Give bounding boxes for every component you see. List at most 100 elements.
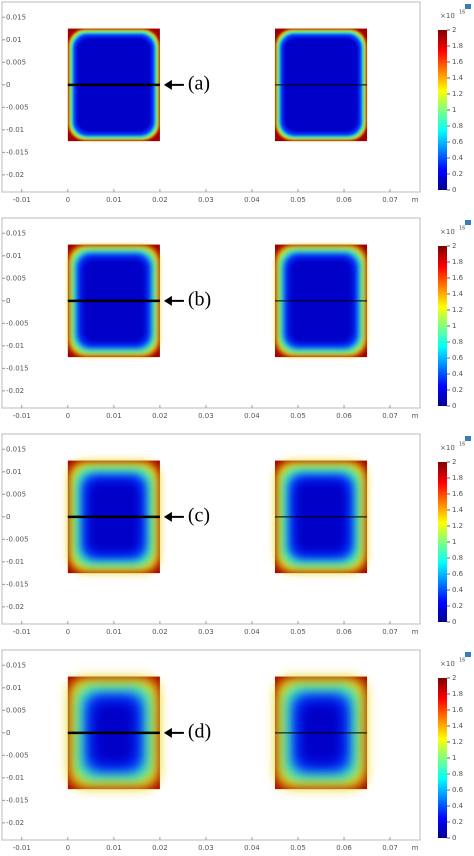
y-tick-label: -0.02 xyxy=(6,171,24,179)
colorbar-tick-label: 1 xyxy=(452,322,456,330)
x-tick-label: 0.01 xyxy=(106,412,122,420)
panel-label: (a) xyxy=(188,72,210,94)
y-tick-label: -0.01 xyxy=(6,558,24,566)
colorbar-tick-label: 1.4 xyxy=(452,722,464,730)
colorbar-tick-label: 1.2 xyxy=(452,90,463,98)
colorbar-tick-label: 0 xyxy=(452,618,456,626)
x-unit: m xyxy=(412,844,419,852)
y-tick-label: 0.015 xyxy=(6,661,26,669)
y-tick-label: -0.015 xyxy=(6,796,29,804)
y-tick-label: -0.015 xyxy=(6,580,29,588)
colorbar-tick-label: 1.4 xyxy=(452,290,464,298)
x-tick-label: 0 xyxy=(66,196,70,204)
colorbar-tick-label: 1.8 xyxy=(452,474,463,482)
colorbar-multiplier: ×10 xyxy=(440,444,455,452)
y-tick-label: -0.005 xyxy=(6,319,29,327)
colorbar-exponent: 16 xyxy=(459,226,465,232)
x-tick-label: 0.06 xyxy=(336,844,352,852)
x-tick-label: -0.01 xyxy=(13,196,31,204)
colorbar-tick-label: 0.6 xyxy=(452,138,464,146)
colorbar-tick-label: 1.8 xyxy=(452,258,463,266)
colorbar-tick-label: 0.2 xyxy=(452,170,463,178)
x-tick-label: 0.05 xyxy=(290,412,306,420)
colorbar-exponent: 16 xyxy=(459,658,465,664)
colorbar-tick-label: 0.6 xyxy=(452,570,464,578)
panel-label: (c) xyxy=(188,504,210,526)
y-tick-label: -0.02 xyxy=(6,603,24,611)
colorbar-tick-label: 2 xyxy=(452,26,456,34)
y-tick-label: -0.005 xyxy=(6,103,29,111)
y-tick-label: 0.01 xyxy=(6,36,22,44)
colorbar-tick-label: 2 xyxy=(452,242,456,250)
colorbar-tick-label: 0.6 xyxy=(452,354,464,362)
y-tick-label: 0 xyxy=(6,81,10,89)
colorbar-tick-label: 0.8 xyxy=(452,122,463,130)
x-tick-label: 0.07 xyxy=(382,196,398,204)
icon xyxy=(465,652,471,657)
x-tick-label: 0.02 xyxy=(152,628,168,636)
colorbar-multiplier: ×10 xyxy=(440,12,455,20)
colorbar-exponent: 16 xyxy=(459,442,465,448)
colorbar-tick-label: 1 xyxy=(452,754,456,762)
x-tick-label: 0.02 xyxy=(152,844,168,852)
x-tick-label: 0.07 xyxy=(382,628,398,636)
arrow-head xyxy=(163,727,172,738)
colorbar xyxy=(438,462,447,622)
y-tick-label: -0.005 xyxy=(6,535,29,543)
colorbar-tick-label: 0.2 xyxy=(452,602,463,610)
colorbar-tick-label: 1.2 xyxy=(452,306,463,314)
colorbar-multiplier: ×10 xyxy=(440,228,455,236)
colorbar-tick-label: 1.6 xyxy=(452,490,464,498)
icon xyxy=(465,436,471,441)
y-tick-label: 0.01 xyxy=(6,252,22,260)
colorbar-tick-label: 0.8 xyxy=(452,338,463,346)
x-unit: m xyxy=(412,628,419,636)
y-tick-label: 0.015 xyxy=(6,13,26,21)
y-tick-label: -0.02 xyxy=(6,387,24,395)
x-tick-label: 0 xyxy=(66,844,70,852)
y-tick-label: 0.005 xyxy=(6,58,26,66)
colorbar-tick-label: 1.2 xyxy=(452,738,463,746)
x-tick-label: 0.06 xyxy=(336,412,352,420)
colorbar-tick-label: 1.2 xyxy=(452,522,463,530)
panel-label: (d) xyxy=(188,720,211,742)
colorbar-tick-label: 2 xyxy=(452,458,456,466)
x-tick-label: 0.01 xyxy=(106,844,122,852)
colorbar-tick-label: 0.4 xyxy=(452,802,464,810)
y-tick-label: 0.015 xyxy=(6,445,26,453)
x-tick-label: 0.04 xyxy=(244,844,260,852)
colorbar-tick-label: 1.8 xyxy=(452,690,463,698)
x-tick-label: 0.01 xyxy=(106,196,122,204)
x-tick-label: 0.05 xyxy=(290,196,306,204)
colorbar xyxy=(438,246,447,406)
colorbar-tick-label: 0.4 xyxy=(452,586,464,594)
colorbar-tick-label: 1.6 xyxy=(452,274,464,282)
x-tick-label: -0.01 xyxy=(13,628,31,636)
y-tick-label: -0.01 xyxy=(6,126,24,134)
colorbar-tick-label: 1.6 xyxy=(452,58,464,66)
colorbar-tick-label: 2 xyxy=(452,674,456,682)
x-tick-label: 0.03 xyxy=(198,628,214,636)
y-tick-label: 0 xyxy=(6,513,10,521)
colorbar-tick-label: 1.8 xyxy=(452,42,463,50)
arrow-head xyxy=(163,511,172,522)
y-tick-label: 0.005 xyxy=(6,706,26,714)
x-tick-label: 0.02 xyxy=(152,196,168,204)
colorbar-multiplier: ×10 xyxy=(440,660,455,668)
y-tick-label: -0.01 xyxy=(6,342,24,350)
colorbar-tick-label: 1.4 xyxy=(452,506,464,514)
y-tick-label: 0 xyxy=(6,729,10,737)
x-tick-label: 0.07 xyxy=(382,412,398,420)
x-tick-label: 0.04 xyxy=(244,628,260,636)
colorbar-tick-label: 1.6 xyxy=(452,706,464,714)
arrow-head xyxy=(163,79,172,90)
x-tick-label: 0 xyxy=(66,412,70,420)
y-tick-label: 0.015 xyxy=(6,229,26,237)
x-tick-label: 0 xyxy=(66,628,70,636)
x-tick-label: 0.07 xyxy=(382,844,398,852)
colorbar-tick-label: 0.4 xyxy=(452,370,464,378)
y-tick-label: 0.005 xyxy=(6,274,26,282)
colorbar-tick-label: 0 xyxy=(452,834,456,842)
y-tick-label: -0.015 xyxy=(6,364,29,372)
